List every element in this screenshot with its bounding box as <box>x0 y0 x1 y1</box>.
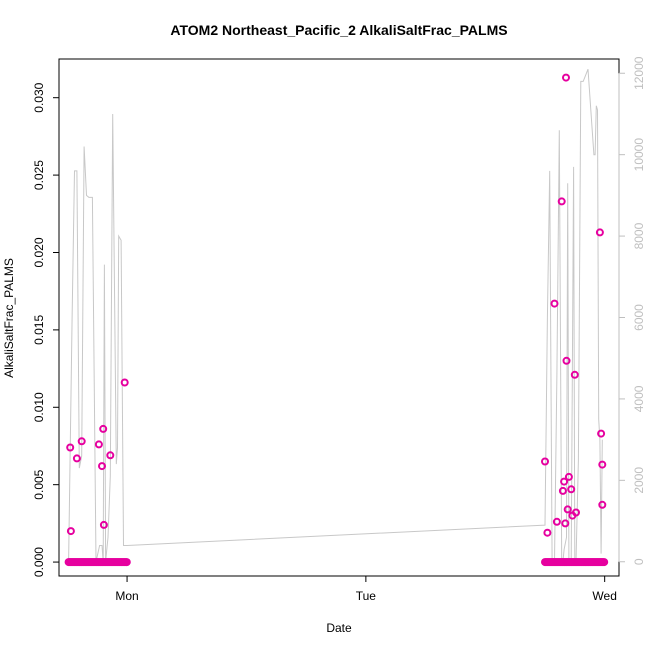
x-tick-label: Tue <box>356 589 377 603</box>
secondary-y-tick-label: 8000 <box>632 222 646 249</box>
secondary-series-layer <box>68 69 603 563</box>
x-axis: Mon Tue Wed <box>115 575 617 603</box>
y-axis: 0.000 0.005 0.010 0.015 0.020 0.025 0.030 <box>32 82 60 577</box>
y-tick-label: 0.025 <box>32 160 46 190</box>
secondary-y-axis: 0 2000 4000 6000 8000 10000 12000 <box>618 56 646 565</box>
data-point <box>598 460 607 469</box>
y-tick-label: 0.015 <box>32 315 46 345</box>
secondary-y-tick-label: 6000 <box>632 304 646 331</box>
secondary-series-line <box>68 69 603 563</box>
data-point <box>562 73 570 82</box>
data-point <box>598 500 607 509</box>
data-point <box>572 508 580 517</box>
data-point <box>98 462 106 471</box>
data-point <box>120 378 129 387</box>
data-point <box>106 451 115 460</box>
secondary-y-tick-label: 2000 <box>632 467 646 494</box>
data-point <box>563 505 572 514</box>
data-point <box>550 299 559 308</box>
data-point <box>561 519 570 528</box>
secondary-y-tick-label: 10000 <box>632 138 646 172</box>
data-point <box>562 356 571 365</box>
data-point <box>72 454 81 463</box>
data-point <box>570 370 579 379</box>
data-point <box>597 429 606 438</box>
data-point <box>99 520 108 529</box>
data-point <box>560 477 569 486</box>
data-point <box>77 437 86 446</box>
data-point <box>552 517 561 526</box>
data-point <box>567 485 576 494</box>
x-tick-label: Mon <box>115 589 138 603</box>
data-point <box>94 440 103 449</box>
data-point <box>543 528 552 537</box>
secondary-y-tick-label: 0 <box>632 558 646 565</box>
data-point <box>595 228 604 237</box>
data-point-zero <box>122 558 131 567</box>
y-tick-label: 0.020 <box>32 237 46 267</box>
points-layer <box>64 73 609 567</box>
y-tick-label: 0.030 <box>32 82 46 112</box>
y-tick-label: 0.000 <box>32 547 46 577</box>
data-point <box>541 457 549 466</box>
data-point <box>66 443 75 452</box>
data-point <box>99 424 108 433</box>
y-axis-label: AlkaliSaltFrac_PALMS <box>2 258 16 378</box>
data-point <box>558 486 567 495</box>
secondary-y-tick-label: 12000 <box>632 56 646 90</box>
chart-title: ATOM2 Northeast_Pacific_2 AlkaliSaltFrac… <box>170 22 507 38</box>
y-tick-label: 0.005 <box>32 469 46 499</box>
x-axis-label: Date <box>326 621 352 635</box>
data-point <box>66 527 75 536</box>
data-point-zero <box>600 558 609 567</box>
y-tick-label: 0.010 <box>32 392 46 422</box>
data-point <box>557 197 566 206</box>
data-point <box>564 472 573 481</box>
x-tick-label: Wed <box>592 589 616 603</box>
secondary-y-tick-label: 4000 <box>632 385 646 412</box>
